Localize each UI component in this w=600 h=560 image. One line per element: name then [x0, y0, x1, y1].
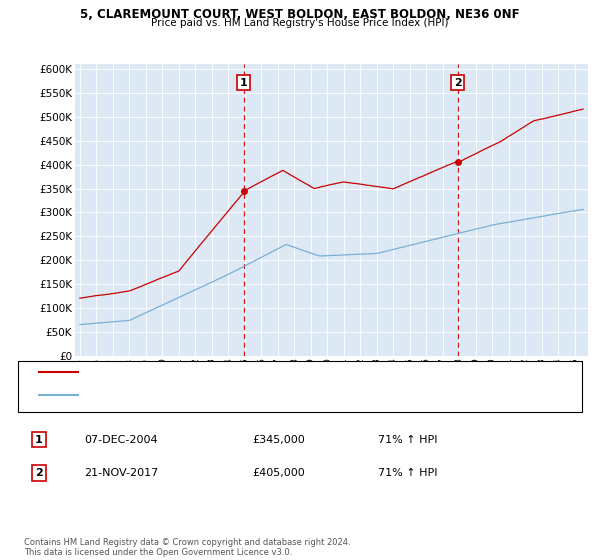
Text: 1: 1 — [240, 77, 247, 87]
Text: 5, CLAREMOUNT COURT, WEST BOLDON, EAST BOLDON, NE36 0NF (detached house): 5, CLAREMOUNT COURT, WEST BOLDON, EAST B… — [84, 367, 501, 377]
Text: Contains HM Land Registry data © Crown copyright and database right 2024.
This d: Contains HM Land Registry data © Crown c… — [24, 538, 350, 557]
Text: 2: 2 — [35, 468, 43, 478]
Text: 21-NOV-2017: 21-NOV-2017 — [84, 468, 158, 478]
Text: £345,000: £345,000 — [252, 435, 305, 445]
Text: 71% ↑ HPI: 71% ↑ HPI — [378, 435, 437, 445]
Text: 71% ↑ HPI: 71% ↑ HPI — [378, 468, 437, 478]
Text: 2: 2 — [454, 77, 461, 87]
Text: 1: 1 — [35, 435, 43, 445]
Text: £405,000: £405,000 — [252, 468, 305, 478]
Text: Price paid vs. HM Land Registry's House Price Index (HPI): Price paid vs. HM Land Registry's House … — [151, 18, 449, 28]
Text: HPI: Average price, detached house, South Tyneside: HPI: Average price, detached house, Sout… — [84, 390, 339, 400]
Text: 5, CLAREMOUNT COURT, WEST BOLDON, EAST BOLDON, NE36 0NF: 5, CLAREMOUNT COURT, WEST BOLDON, EAST B… — [80, 8, 520, 21]
Text: 07-DEC-2004: 07-DEC-2004 — [84, 435, 158, 445]
